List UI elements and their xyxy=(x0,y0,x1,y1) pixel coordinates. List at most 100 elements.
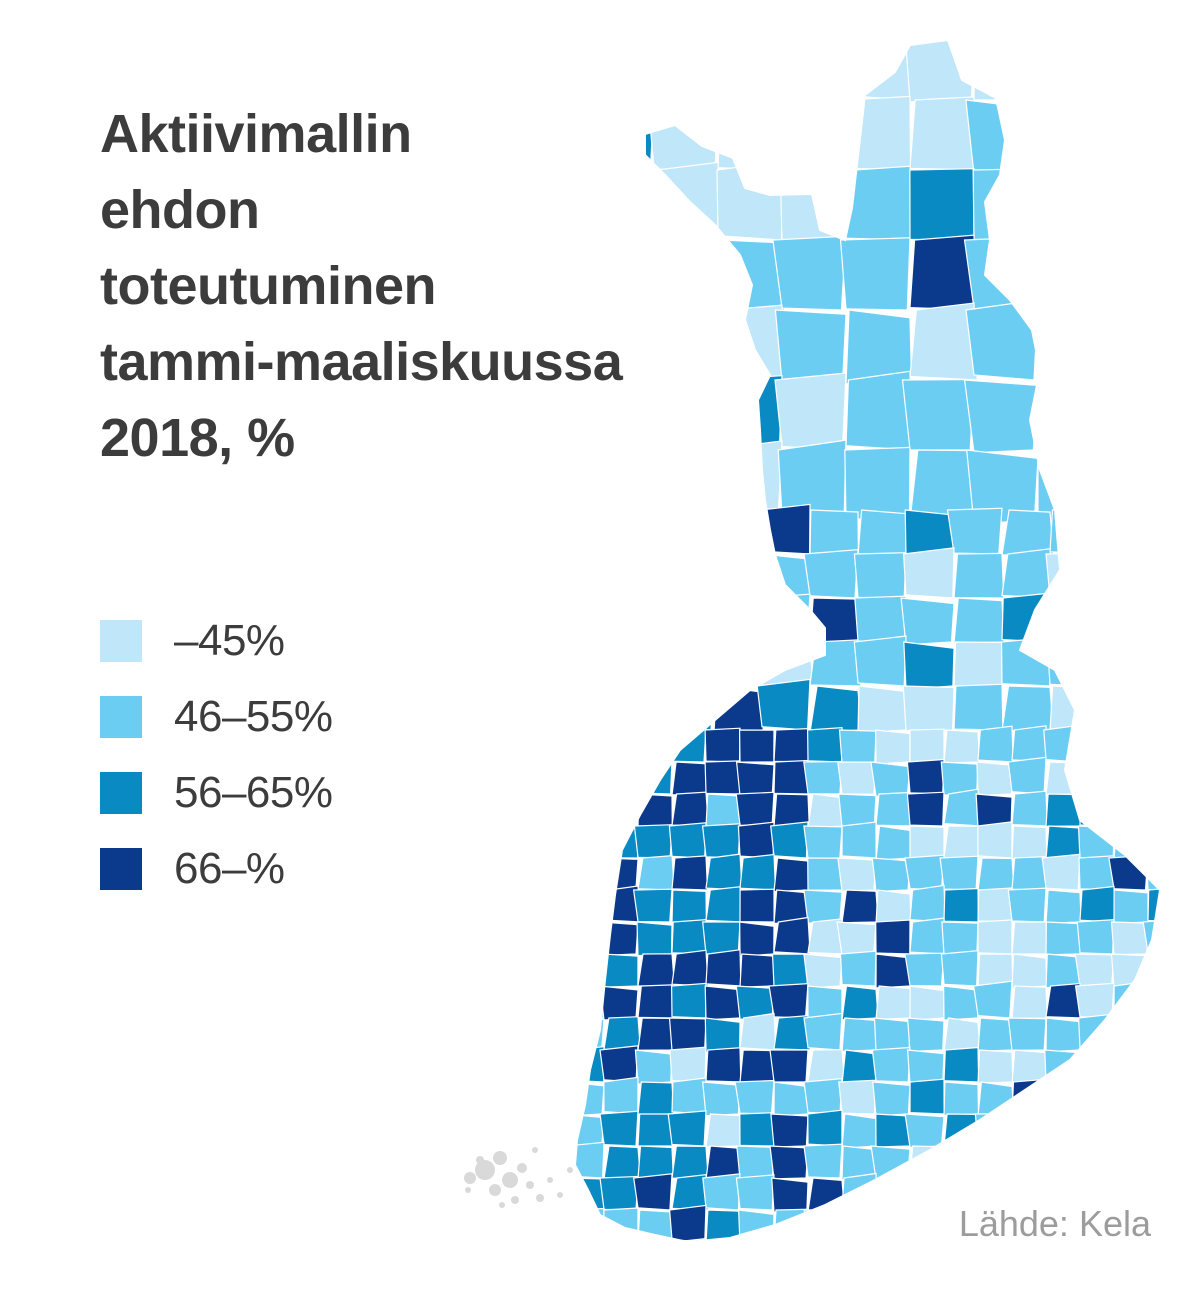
aland-island xyxy=(464,1172,476,1184)
municipality-cell xyxy=(803,1143,843,1179)
municipality-cell xyxy=(589,167,656,241)
municipality-cell xyxy=(705,853,743,891)
legend-label-2: 46–55% xyxy=(174,692,333,741)
municipality-cell xyxy=(809,509,860,556)
municipality-cell xyxy=(803,825,843,860)
municipality-cell xyxy=(973,980,1013,1019)
municipality-cell xyxy=(875,1174,913,1211)
municipality-cell xyxy=(1113,756,1152,795)
title-line-2: ehdon xyxy=(100,180,260,240)
municipality-cell xyxy=(717,94,785,171)
municipality-cell xyxy=(803,548,859,599)
municipality-cell xyxy=(953,552,1005,599)
municipality-cell xyxy=(1044,1140,1081,1179)
municipality-cell xyxy=(610,685,667,732)
municipality-cell xyxy=(575,790,605,827)
municipality-cell xyxy=(735,1174,775,1211)
municipality-cell xyxy=(1144,761,1160,795)
municipality-cell xyxy=(803,889,843,924)
municipality-cell xyxy=(599,727,639,763)
legend-swatch-4 xyxy=(100,848,142,890)
municipality-cell xyxy=(943,788,981,827)
municipality-cell xyxy=(839,237,911,311)
municipality-cell xyxy=(773,1014,811,1051)
municipality-cell xyxy=(713,597,766,645)
municipality-cell xyxy=(875,1209,913,1242)
municipality-cell xyxy=(1113,1144,1149,1179)
municipality-cell xyxy=(702,1173,741,1211)
municipality-cell xyxy=(773,857,811,893)
municipality-cell xyxy=(909,302,978,381)
municipality-cell xyxy=(977,1081,1015,1117)
municipality-cell xyxy=(904,854,945,891)
municipality-cell xyxy=(773,727,810,763)
municipality-cell xyxy=(875,1113,911,1148)
aland-island xyxy=(476,1156,484,1164)
municipality-cell xyxy=(665,509,717,558)
municipality-cell xyxy=(712,375,783,451)
municipality-cell xyxy=(1074,1140,1115,1179)
municipality-cell xyxy=(1074,758,1115,795)
municipality-cell xyxy=(1037,375,1105,451)
municipality-cell xyxy=(1045,793,1082,827)
municipality-cell xyxy=(575,685,619,731)
map-title: Aktiivimallin ehdon toteutuminen tammi-m… xyxy=(100,96,680,476)
municipality-cell xyxy=(963,379,1039,454)
municipality-cell xyxy=(1079,727,1116,763)
municipality-cell xyxy=(671,761,709,796)
municipality-cell xyxy=(589,449,657,523)
municipality-cell xyxy=(977,725,1014,763)
municipality-cell xyxy=(575,857,606,893)
municipality-cell xyxy=(1138,553,1160,599)
municipality-cell xyxy=(875,953,911,989)
municipality-cell xyxy=(838,729,877,764)
municipality-cell xyxy=(1011,985,1049,1020)
municipality-cell xyxy=(599,1045,639,1083)
municipality-cell xyxy=(770,821,809,859)
municipality-cell xyxy=(709,440,783,521)
municipality-cell xyxy=(953,683,1004,731)
municipality-cell xyxy=(1037,309,1106,385)
municipality-cell xyxy=(660,639,715,687)
municipality-cell xyxy=(803,1078,843,1115)
municipality-cell xyxy=(1146,1209,1160,1242)
title-line-3: toteutuminen xyxy=(100,256,436,316)
municipality-cell xyxy=(1045,889,1082,924)
municipality-cell xyxy=(617,593,667,643)
municipality-cell xyxy=(1143,1077,1160,1115)
aland-island xyxy=(493,1151,507,1165)
municipality-cell xyxy=(653,370,719,451)
municipality-cell xyxy=(906,758,945,795)
municipality-cell xyxy=(1011,921,1049,955)
municipality-cell xyxy=(871,857,911,893)
municipality-cell xyxy=(1097,506,1147,555)
municipality-cell xyxy=(1145,856,1160,891)
municipality-cell xyxy=(837,761,877,795)
municipality-cell xyxy=(838,1079,877,1115)
municipality-cell xyxy=(599,1175,639,1211)
municipality-cell xyxy=(713,509,767,556)
aland-island xyxy=(536,1194,544,1202)
municipality-cell xyxy=(940,949,979,987)
legend-label-1: –45% xyxy=(174,616,285,665)
municipality-cell xyxy=(806,726,843,763)
municipality-cell xyxy=(872,1081,911,1117)
municipality-cell xyxy=(807,857,843,891)
municipality-cell xyxy=(613,553,667,601)
municipality-cell xyxy=(909,985,945,1021)
municipality-cell xyxy=(713,641,765,690)
municipality-cell xyxy=(633,725,673,763)
municipality-cell xyxy=(972,168,1039,241)
municipality-cell xyxy=(807,1240,843,1242)
municipality-cell xyxy=(909,1177,947,1212)
municipality-cell xyxy=(953,597,1005,645)
municipality-cell xyxy=(845,95,912,171)
aland-island xyxy=(526,1181,534,1189)
municipality-cell xyxy=(709,40,783,105)
municipality-cell xyxy=(809,685,863,733)
municipality-cell xyxy=(853,552,907,599)
municipality-cell xyxy=(768,983,809,1019)
municipality-cell xyxy=(1146,825,1160,861)
municipality-cell xyxy=(735,791,775,827)
municipality-cell xyxy=(659,682,715,731)
